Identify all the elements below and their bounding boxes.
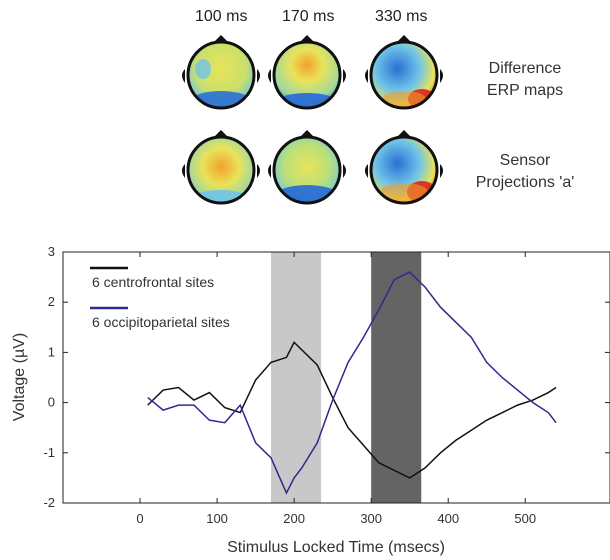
legend-label-2: 6 occipitoparietal sites bbox=[92, 314, 230, 330]
topomap-erp-330ms bbox=[365, 35, 443, 110]
topomap-time-label-100: 100 ms bbox=[195, 8, 248, 25]
plot-frame bbox=[62, 251, 610, 504]
shaded-window-1 bbox=[271, 252, 322, 503]
y-axis-label: Voltage (µV) bbox=[11, 333, 28, 421]
row-label-sensor-projections-line2: Projections 'a' bbox=[475, 174, 575, 191]
row-label-sensor-projections-line1: Sensor bbox=[499, 152, 551, 169]
shaded-window-2 bbox=[371, 252, 422, 503]
x-axis-label: Stimulus Locked Time (msecs) bbox=[227, 539, 445, 556]
topomap-sensor-330ms bbox=[365, 130, 443, 205]
legend-label-1: 6 centrofrontal sites bbox=[92, 274, 214, 290]
topomap-time-label-330: 330 ms bbox=[375, 8, 428, 25]
row-label-sensor-projections: Sensor Projections 'a' bbox=[460, 150, 590, 194]
row-label-difference-erp: Difference ERP maps bbox=[470, 58, 580, 102]
x-tick-label: 500 bbox=[514, 511, 536, 526]
row-label-difference-erp-line2: ERP maps bbox=[486, 82, 564, 99]
row-label-difference-erp-line1: Difference bbox=[488, 60, 562, 77]
legend: 6 centrofrontal sites 6 occipitoparietal … bbox=[90, 266, 230, 330]
y-tick-label: -2 bbox=[43, 495, 55, 510]
y-tick-label: 0 bbox=[48, 395, 55, 410]
x-tick-label: 300 bbox=[360, 511, 382, 526]
topomap-erp-100ms bbox=[182, 35, 260, 110]
series-line-1 bbox=[147, 341, 557, 479]
x-tick-label: 200 bbox=[283, 511, 305, 526]
series-lines bbox=[147, 271, 557, 495]
y-tick-label: -1 bbox=[43, 445, 55, 460]
x-tick-label: 100 bbox=[206, 511, 228, 526]
topomap-erp-170ms bbox=[268, 35, 346, 110]
x-tick-label: 400 bbox=[437, 511, 459, 526]
axis-ticks: 0 100 200 300 400 500 -2 -1 0 1 2 3 bbox=[43, 244, 610, 526]
y-tick-label: 3 bbox=[48, 244, 55, 259]
series-line-2 bbox=[147, 271, 557, 495]
y-tick-label: 2 bbox=[48, 294, 55, 309]
shaded-windows bbox=[271, 252, 422, 503]
y-tick-label: 1 bbox=[48, 344, 55, 359]
x-tick-label: 0 bbox=[136, 511, 143, 526]
topomap-time-label-170: 170 ms bbox=[282, 8, 335, 25]
